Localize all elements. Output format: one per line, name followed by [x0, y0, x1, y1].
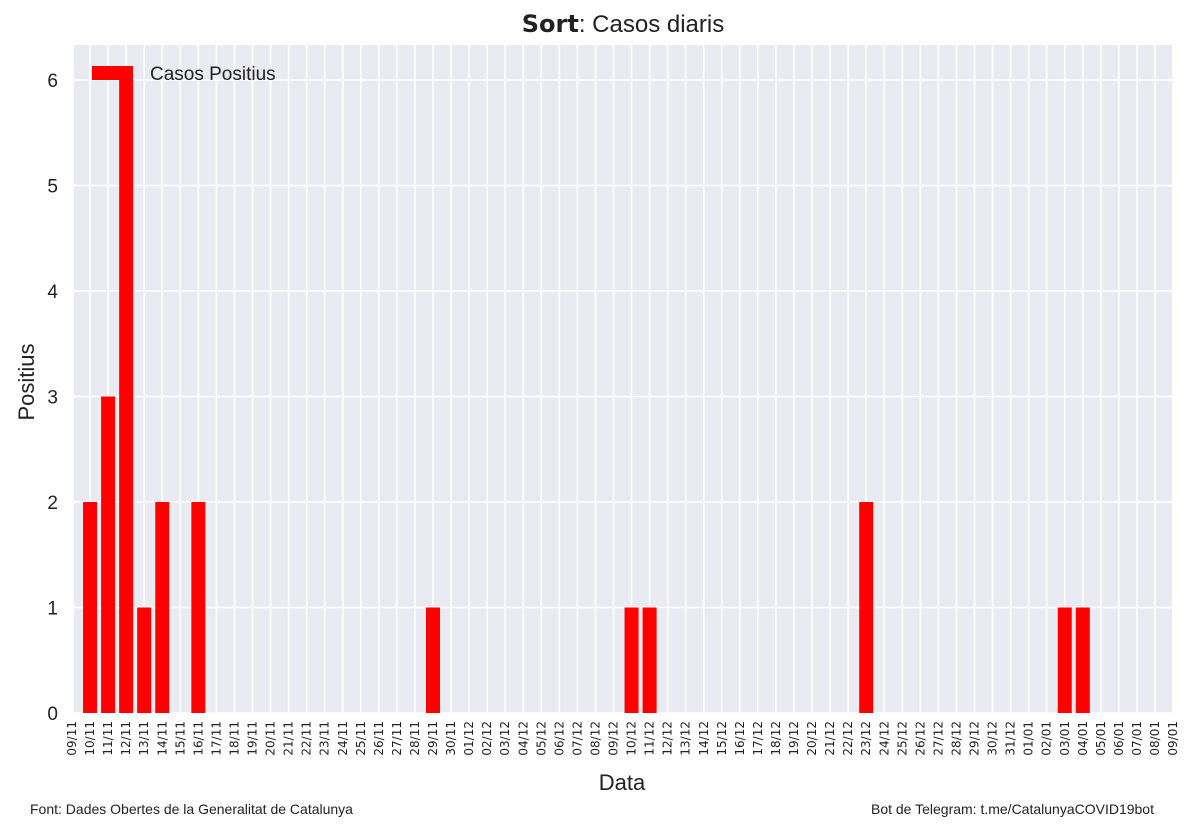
- y-tick-label: 2: [47, 493, 58, 514]
- y-axis-label: Positius: [14, 343, 39, 420]
- x-tick-label: 17/11: [209, 721, 223, 756]
- x-tick-label: 09/12: [607, 721, 621, 756]
- x-tick-label: 22/11: [300, 721, 314, 756]
- bar: [83, 502, 98, 713]
- chart: 0 1 2 3 4 5 6 09/11 10/11 11/11 12/11 13/11 14/11 15…: [14, 45, 1180, 795]
- plot-background: [74, 45, 1172, 713]
- x-tick-label: 19/12: [787, 721, 801, 756]
- bars: [83, 80, 1090, 713]
- bar: [137, 607, 152, 713]
- bar: [426, 607, 440, 713]
- bar: [191, 502, 206, 713]
- x-tick-label: 03/12: [498, 721, 512, 756]
- x-tick-label: 05/12: [534, 721, 548, 756]
- x-tick-label: 12/12: [661, 721, 675, 756]
- x-tick-label: 27/11: [390, 721, 404, 756]
- x-tick-label: 08/01: [1148, 721, 1162, 756]
- x-tick-label: 14/12: [697, 721, 711, 756]
- x-tick-label: 30/12: [986, 721, 1000, 756]
- bar: [155, 502, 170, 713]
- bar: [859, 502, 874, 713]
- x-tick-label: 15/11: [173, 721, 187, 756]
- x-tick-label: 11/11: [101, 721, 115, 756]
- x-tick-label: 26/11: [372, 721, 386, 756]
- x-tick-label: 12/11: [119, 721, 133, 756]
- x-tick-label: 17/12: [751, 721, 765, 756]
- y-gridlines: [74, 79, 1172, 714]
- footer-bot: Bot de Telegram: t.me/CatalunyaCOVID19bo…: [870, 801, 1154, 817]
- x-tick-label: 26/12: [913, 721, 927, 756]
- x-tick-label: 18/12: [769, 721, 783, 756]
- x-tick-label: 24/11: [336, 721, 350, 756]
- x-tick-label: 04/12: [516, 721, 530, 756]
- x-tick-label: 20/11: [264, 721, 278, 756]
- x-tick-label: 22/12: [841, 721, 855, 756]
- y-tick-label: 5: [47, 177, 58, 198]
- x-tick-label: 07/01: [1130, 721, 1144, 756]
- x-tick-label: 09/01: [1166, 721, 1180, 756]
- bar: [101, 396, 116, 713]
- x-tick-label: 10/11: [83, 721, 97, 756]
- y-tick-label: 6: [47, 71, 58, 92]
- x-tick-label: 13/12: [679, 721, 693, 756]
- y-tick-labels: 0 1 2 3 4 5 6: [47, 71, 58, 725]
- x-tick-label: 16/12: [733, 721, 747, 756]
- x-tick-label: 29/11: [426, 721, 440, 756]
- legend-label: Casos Positius: [150, 64, 276, 85]
- x-tick-label: 10/12: [625, 721, 639, 756]
- y-tick-label: 1: [47, 599, 58, 620]
- y-tick-label: 3: [47, 388, 58, 409]
- chart-title: Sort: Casos diaris: [0, 10, 1186, 39]
- x-tick-label: 21/12: [823, 721, 837, 756]
- y-tick-label: 4: [47, 282, 58, 303]
- bar: [1057, 607, 1072, 713]
- chart-title-bold: Sort: [521, 10, 579, 38]
- x-tick-label: 25/12: [895, 721, 909, 756]
- x-tick-label: 28/11: [408, 721, 422, 756]
- x-tick-label: 14/11: [155, 721, 169, 756]
- x-tick-label: 27/12: [931, 721, 945, 756]
- x-tick-label: 24/12: [877, 721, 891, 756]
- y-tick-label: 0: [47, 704, 58, 725]
- x-tick-label: 09/11: [65, 721, 79, 756]
- x-tick-label: 16/11: [191, 721, 205, 756]
- x-tick-label: 01/12: [462, 721, 476, 756]
- x-tick-label: 02/01: [1040, 721, 1054, 756]
- x-tick-label: 06/12: [552, 721, 566, 756]
- x-tick-label: 02/12: [480, 721, 494, 756]
- x-tick-labels: 09/11 10/11 11/11 12/11 13/11 14/11 15/11 16/11…: [65, 721, 1180, 756]
- bar: [119, 80, 134, 713]
- x-tick-label: 11/12: [643, 721, 657, 756]
- x-tick-label: 25/11: [354, 721, 368, 756]
- x-tick-label: 31/12: [1004, 721, 1018, 756]
- x-tick-label: 30/11: [444, 721, 458, 756]
- bar: [624, 607, 639, 713]
- x-tick-label: 19/11: [246, 721, 260, 756]
- x-tick-label: 20/12: [805, 721, 819, 756]
- legend: Casos Positius: [92, 64, 276, 85]
- bar: [642, 607, 657, 713]
- x-tick-label: 21/11: [282, 721, 296, 756]
- bar: [1075, 607, 1090, 713]
- x-tick-label: 03/01: [1058, 721, 1072, 756]
- x-tick-label: 06/01: [1112, 721, 1126, 756]
- x-tick-label: 18/11: [227, 721, 241, 756]
- x-axis-label: Data: [599, 770, 646, 795]
- x-gridlines: [89, 45, 1156, 713]
- x-tick-label: 08/12: [588, 721, 602, 756]
- x-tick-label: 05/01: [1094, 721, 1108, 756]
- chart-title-rest: : Casos diaris: [578, 11, 725, 38]
- x-tick-label: 15/12: [715, 721, 729, 756]
- x-tick-label: 23/11: [318, 721, 332, 756]
- x-tick-label: 01/01: [1022, 721, 1036, 756]
- x-tick-label: 07/12: [570, 721, 584, 756]
- legend-swatch: [92, 66, 133, 80]
- x-tick-label: 13/11: [137, 721, 151, 756]
- x-tick-label: 28/12: [949, 721, 963, 756]
- x-tick-label: 29/12: [968, 721, 982, 756]
- x-tick-label: 04/01: [1076, 721, 1090, 756]
- footer-source: Font: Dades Obertes de la Generalitat de…: [30, 801, 353, 817]
- x-tick-label: 23/12: [859, 721, 873, 756]
